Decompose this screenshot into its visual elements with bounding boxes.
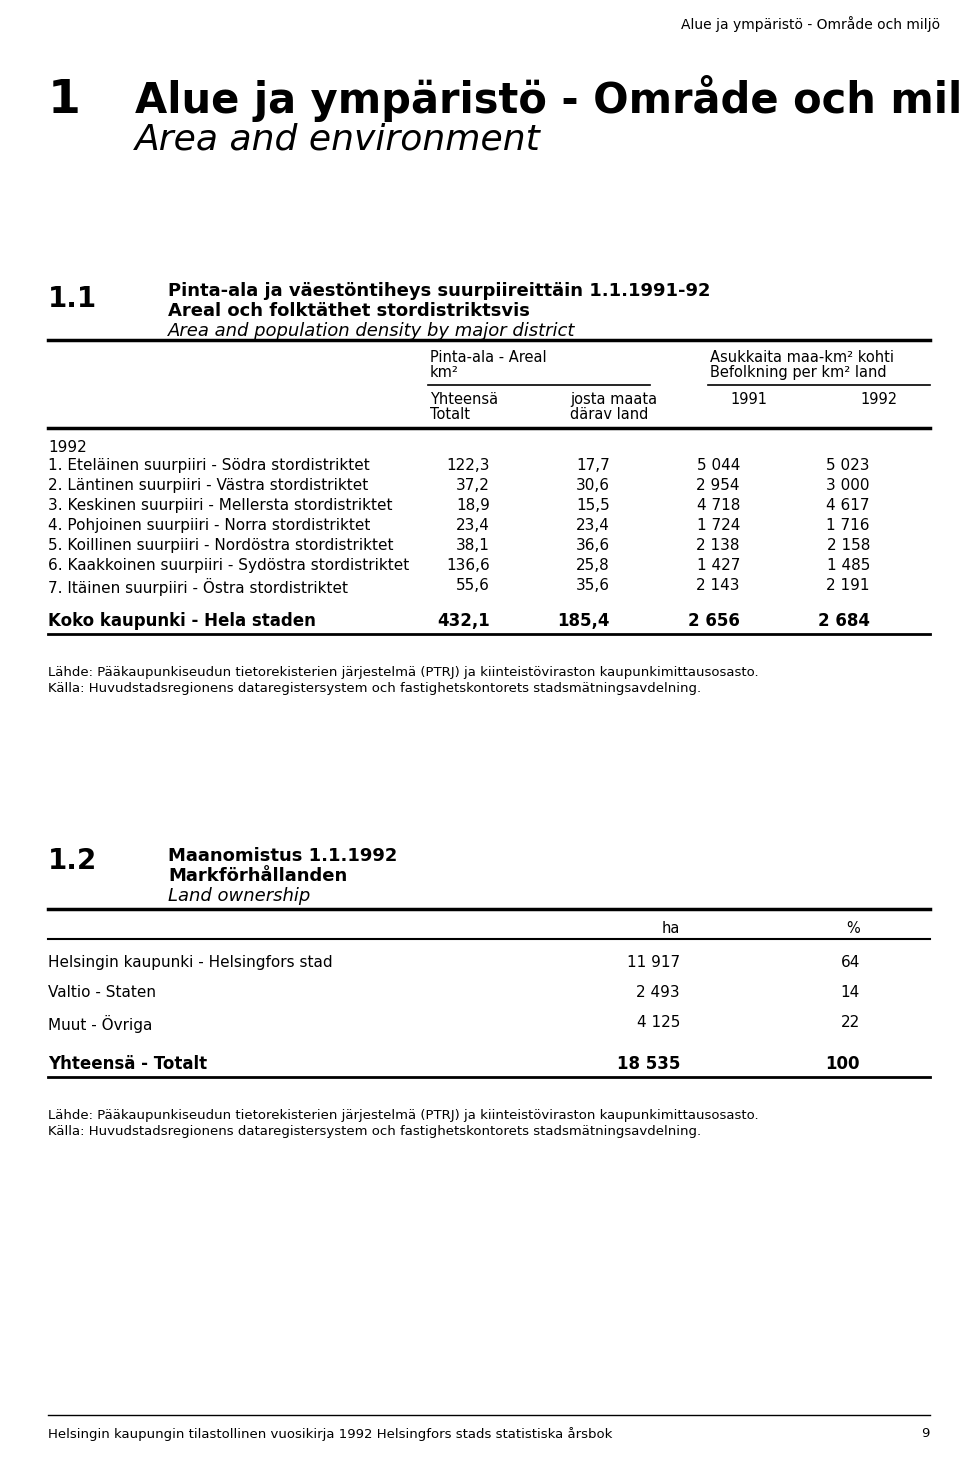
Text: 100: 100 bbox=[826, 1055, 860, 1072]
Text: 6. Kaakkoinen suurpiiri - Sydöstra stordistriktet: 6. Kaakkoinen suurpiiri - Sydöstra stord… bbox=[48, 558, 409, 573]
Text: 1 427: 1 427 bbox=[697, 558, 740, 573]
Text: 2 191: 2 191 bbox=[827, 578, 870, 593]
Text: 1 716: 1 716 bbox=[827, 519, 870, 533]
Text: ha: ha bbox=[661, 921, 680, 935]
Text: Land ownership: Land ownership bbox=[168, 887, 310, 905]
Text: 15,5: 15,5 bbox=[576, 498, 610, 513]
Text: 5 023: 5 023 bbox=[827, 457, 870, 474]
Text: 11 917: 11 917 bbox=[627, 954, 680, 970]
Text: 3. Keskinen suurpiiri - Mellersta stordistriktet: 3. Keskinen suurpiiri - Mellersta stordi… bbox=[48, 498, 393, 513]
Text: 30,6: 30,6 bbox=[576, 478, 610, 492]
Text: Helsingin kaupunki - Helsingfors stad: Helsingin kaupunki - Helsingfors stad bbox=[48, 954, 332, 970]
Text: 2 493: 2 493 bbox=[636, 985, 680, 1000]
Text: 25,8: 25,8 bbox=[576, 558, 610, 573]
Text: Alue ja ympäristö - Område och miljö: Alue ja ympäristö - Område och miljö bbox=[681, 16, 940, 32]
Text: Totalt: Totalt bbox=[430, 407, 470, 423]
Text: 2 954: 2 954 bbox=[697, 478, 740, 492]
Text: 1992: 1992 bbox=[860, 392, 898, 407]
Text: Befolkning per km² land: Befolkning per km² land bbox=[710, 366, 887, 380]
Text: 2. Läntinen suurpiiri - Västra stordistriktet: 2. Läntinen suurpiiri - Västra stordistr… bbox=[48, 478, 369, 492]
Text: Alue ja ympäristö - Område och miljö: Alue ja ympäristö - Område och miljö bbox=[135, 74, 960, 122]
Text: 4 125: 4 125 bbox=[636, 1016, 680, 1030]
Text: Area and population density by major district: Area and population density by major dis… bbox=[168, 322, 575, 339]
Text: 22: 22 bbox=[841, 1016, 860, 1030]
Text: Areal och folktäthet stordistriktsvis: Areal och folktäthet stordistriktsvis bbox=[168, 302, 530, 321]
Text: 64: 64 bbox=[841, 954, 860, 970]
Text: 4. Pohjoinen suurpiiri - Norra stordistriktet: 4. Pohjoinen suurpiiri - Norra stordistr… bbox=[48, 519, 371, 533]
Text: Lähde: Pääkaupunkiseudun tietorekisterien järjestelmä (PTRJ) ja kiinteistövirast: Lähde: Pääkaupunkiseudun tietorekisterie… bbox=[48, 666, 758, 679]
Text: 136,6: 136,6 bbox=[446, 558, 490, 573]
Text: 4 617: 4 617 bbox=[827, 498, 870, 513]
Text: 2 684: 2 684 bbox=[818, 612, 870, 629]
Text: km²: km² bbox=[430, 366, 459, 380]
Text: 35,6: 35,6 bbox=[576, 578, 610, 593]
Text: Yhteensä: Yhteensä bbox=[430, 392, 498, 407]
Text: 1 724: 1 724 bbox=[697, 519, 740, 533]
Text: josta maata: josta maata bbox=[570, 392, 658, 407]
Text: 9: 9 bbox=[922, 1426, 930, 1440]
Text: Källa: Huvudstadsregionens dataregistersystem och fastighetskontorets stadsmätni: Källa: Huvudstadsregionens dataregisters… bbox=[48, 682, 701, 695]
Text: 23,4: 23,4 bbox=[456, 519, 490, 533]
Text: 1992: 1992 bbox=[48, 440, 86, 455]
Text: 36,6: 36,6 bbox=[576, 538, 610, 554]
Text: 17,7: 17,7 bbox=[576, 457, 610, 474]
Text: 38,1: 38,1 bbox=[456, 538, 490, 554]
Text: Maanomistus 1.1.1992: Maanomistus 1.1.1992 bbox=[168, 847, 397, 865]
Text: Pinta-ala ja väestöntiheys suurpiireittäin 1.1.1991-92: Pinta-ala ja väestöntiheys suurpiireittä… bbox=[168, 283, 710, 300]
Text: %: % bbox=[847, 921, 860, 935]
Text: Helsingin kaupungin tilastollinen vuosikirja 1992 Helsingfors stads statistiska : Helsingin kaupungin tilastollinen vuosik… bbox=[48, 1426, 612, 1441]
Text: Muut - Övriga: Muut - Övriga bbox=[48, 1016, 153, 1033]
Text: 23,4: 23,4 bbox=[576, 519, 610, 533]
Text: 2 158: 2 158 bbox=[827, 538, 870, 554]
Text: 7. Itäinen suurpiiri - Östra stordistriktet: 7. Itäinen suurpiiri - Östra stordistrik… bbox=[48, 578, 348, 596]
Text: 18 535: 18 535 bbox=[616, 1055, 680, 1072]
Text: 432,1: 432,1 bbox=[437, 612, 490, 629]
Text: Valtio - Staten: Valtio - Staten bbox=[48, 985, 156, 1000]
Text: Area and environment: Area and environment bbox=[135, 122, 540, 156]
Text: Källa: Huvudstadsregionens dataregistersystem och fastighetskontorets stadsmätni: Källa: Huvudstadsregionens dataregisters… bbox=[48, 1125, 701, 1138]
Text: Lähde: Pääkaupunkiseudun tietorekisterien järjestelmä (PTRJ) ja kiinteistövirast: Lähde: Pääkaupunkiseudun tietorekisterie… bbox=[48, 1109, 758, 1122]
Text: 14: 14 bbox=[841, 985, 860, 1000]
Text: 1: 1 bbox=[48, 79, 81, 122]
Text: 122,3: 122,3 bbox=[446, 457, 490, 474]
Text: 37,2: 37,2 bbox=[456, 478, 490, 492]
Text: Markförhållanden: Markförhållanden bbox=[168, 867, 348, 884]
Text: 1. Eteläinen suurpiiri - Södra stordistriktet: 1. Eteläinen suurpiiri - Södra stordistr… bbox=[48, 457, 370, 474]
Text: 5 044: 5 044 bbox=[697, 457, 740, 474]
Text: 18,9: 18,9 bbox=[456, 498, 490, 513]
Text: 2 143: 2 143 bbox=[697, 578, 740, 593]
Text: Koko kaupunki - Hela staden: Koko kaupunki - Hela staden bbox=[48, 612, 316, 629]
Text: 3 000: 3 000 bbox=[827, 478, 870, 492]
Text: 5. Koillinen suurpiiri - Nordöstra stordistriktet: 5. Koillinen suurpiiri - Nordöstra stord… bbox=[48, 538, 394, 554]
Text: 2 138: 2 138 bbox=[697, 538, 740, 554]
Text: 185,4: 185,4 bbox=[558, 612, 610, 629]
Text: därav land: därav land bbox=[570, 407, 648, 423]
Text: 55,6: 55,6 bbox=[456, 578, 490, 593]
Text: Yhteensä - Totalt: Yhteensä - Totalt bbox=[48, 1055, 207, 1072]
Text: 1.2: 1.2 bbox=[48, 847, 97, 876]
Text: 2 656: 2 656 bbox=[688, 612, 740, 629]
Text: Pinta-ala - Areal: Pinta-ala - Areal bbox=[430, 350, 546, 366]
Text: 1991: 1991 bbox=[730, 392, 767, 407]
Text: 4 718: 4 718 bbox=[697, 498, 740, 513]
Text: Asukkaita maa-km² kohti: Asukkaita maa-km² kohti bbox=[710, 350, 894, 366]
Text: 1 485: 1 485 bbox=[827, 558, 870, 573]
Text: 1.1: 1.1 bbox=[48, 286, 97, 313]
